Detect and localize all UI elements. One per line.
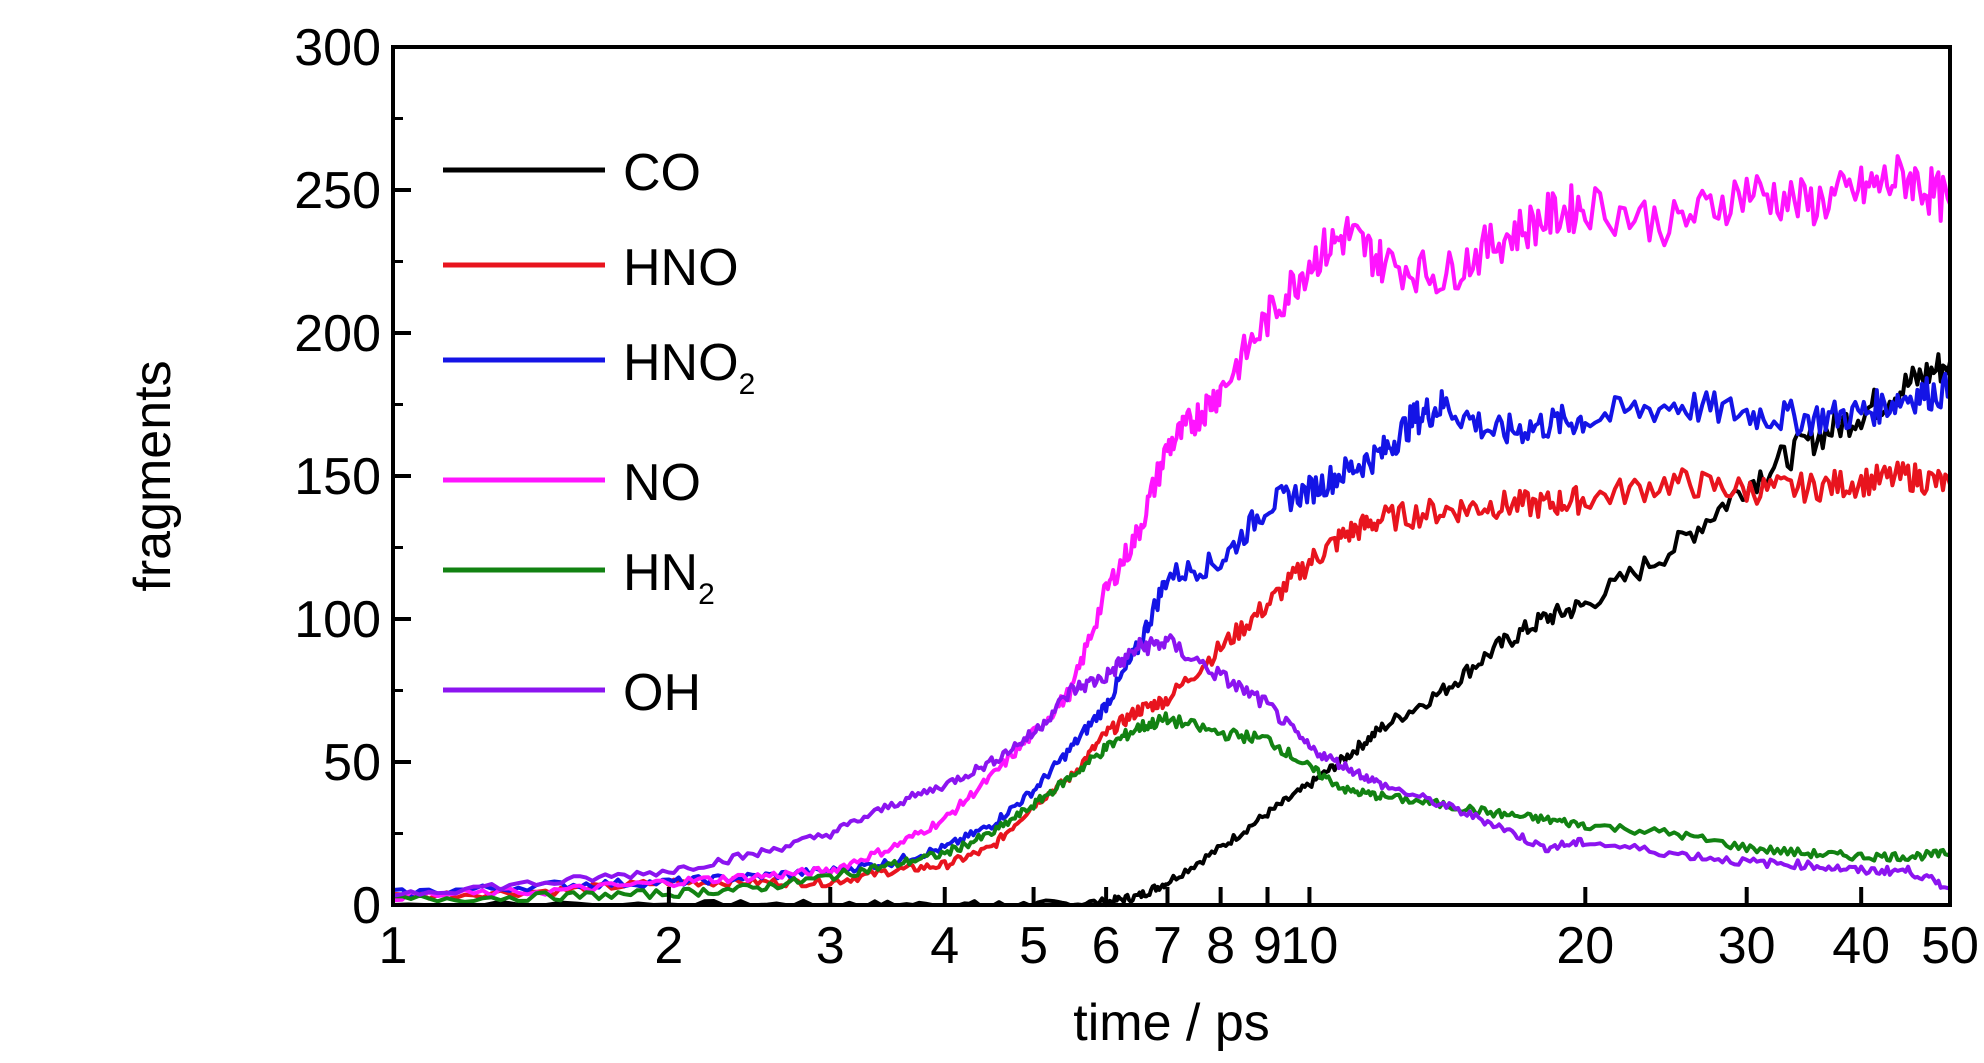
series-line — [392, 711, 1952, 904]
x-tick-label: 8 — [1206, 917, 1235, 975]
legend-label: CO — [623, 144, 701, 202]
y-tick-label: 300 — [294, 19, 381, 77]
x-tick-label: 30 — [1718, 917, 1776, 975]
x-tick-label: 5 — [1019, 917, 1048, 975]
legend-label: NO — [623, 454, 701, 512]
legend-label: HNO — [623, 239, 739, 297]
x-tick-label: 20 — [1556, 917, 1614, 975]
y-tick-label: 0 — [352, 877, 381, 935]
x-tick-label: 7 — [1153, 917, 1182, 975]
series-line — [392, 633, 1951, 898]
y-tick-label: 50 — [323, 734, 381, 792]
legend: CO HNO HNO2 NO HN2 OH — [443, 144, 755, 722]
x-axis: 1 2 3 4 5 6 7 8 910 20 30 40 50 — [379, 887, 1979, 975]
x-axis-label: time / ps — [1073, 994, 1270, 1052]
legend-label: HNO2 — [623, 334, 755, 401]
y-axis: 0 50 100 150 200 250 300 — [294, 19, 411, 935]
legend-label: HN2 — [623, 544, 715, 611]
x-tick-label: 9 — [1253, 917, 1282, 975]
y-tick-label: 150 — [294, 448, 381, 506]
x-tick-label: 2 — [654, 917, 683, 975]
series-line — [392, 460, 1952, 901]
series-line — [392, 154, 1952, 903]
x-tick-label: 3 — [816, 917, 845, 975]
x-tick-label: 6 — [1092, 917, 1121, 975]
x-tick-label: 50 — [1921, 917, 1979, 975]
x-tick-label: 1 — [379, 917, 408, 975]
series-line — [392, 371, 1952, 899]
x-tick-label: 40 — [1832, 917, 1890, 975]
y-tick-label: 200 — [294, 305, 381, 363]
legend-label: OH — [623, 664, 701, 722]
y-tick-label: 100 — [294, 591, 381, 649]
y-tick-label: 250 — [294, 162, 381, 220]
y-axis-label: fragments — [124, 360, 182, 591]
x-tick-label: 4 — [930, 917, 959, 975]
x-tick-label: 10 — [1281, 917, 1339, 975]
